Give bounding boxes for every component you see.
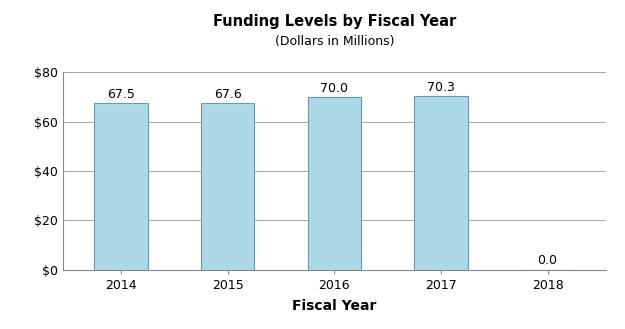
- X-axis label: Fiscal Year: Fiscal Year: [292, 299, 376, 313]
- Text: 70.3: 70.3: [427, 81, 455, 94]
- Text: Funding Levels by Fiscal Year: Funding Levels by Fiscal Year: [213, 14, 456, 29]
- Text: 0.0: 0.0: [538, 254, 558, 267]
- Text: (Dollars in Millions): (Dollars in Millions): [274, 35, 394, 48]
- Text: 67.6: 67.6: [214, 88, 242, 101]
- Bar: [414, 96, 468, 270]
- Text: 70.0: 70.0: [321, 82, 348, 95]
- Bar: [94, 103, 148, 270]
- Bar: [308, 97, 361, 270]
- Bar: [201, 103, 254, 270]
- Text: 67.5: 67.5: [107, 88, 135, 101]
